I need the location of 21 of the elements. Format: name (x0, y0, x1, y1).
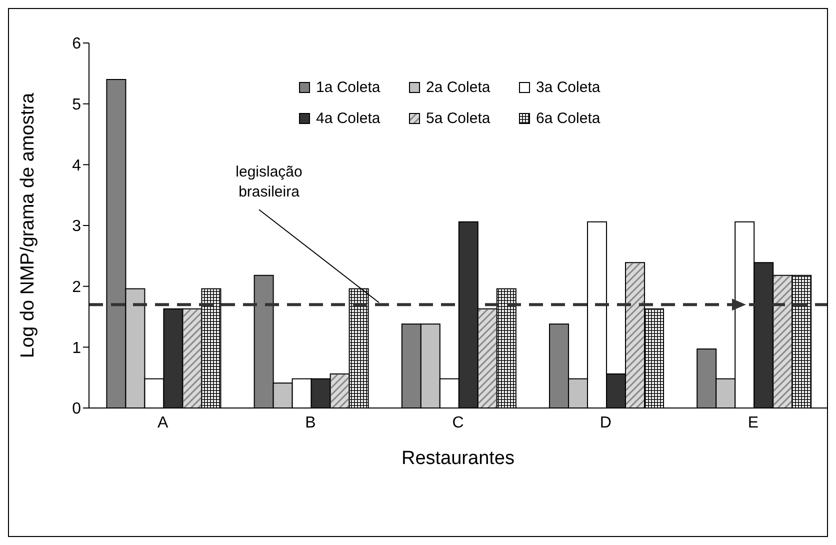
x-axis-title: Restaurantes (401, 448, 515, 469)
ref-line-label: legislação brasileira (236, 164, 302, 201)
legend-label: 6a Coleta (536, 110, 600, 127)
legend-label: 5a Coleta (426, 110, 490, 127)
y-tick-label: 6 (72, 36, 82, 53)
y-tick-label: 5 (72, 96, 82, 114)
legend-label: 3a Coleta (536, 79, 600, 96)
x-tick-label: E (748, 414, 759, 432)
x-tick-label: D (600, 414, 612, 432)
legend-label: 4a Coleta (316, 110, 380, 127)
x-tick-label: A (157, 414, 168, 432)
y-tick-label: 2 (72, 279, 82, 296)
y-tick-label: 0 (72, 400, 82, 418)
y-tick-label: 1 (72, 340, 82, 357)
legend-label: 2a Coleta (426, 79, 490, 96)
y-tick-label: 4 (72, 157, 82, 174)
x-tick-label: C (452, 414, 464, 432)
x-tick-label: B (305, 414, 316, 432)
y-axis-title: Log do NMP/grama de amostra (18, 92, 39, 358)
y-tick-label: 3 (72, 218, 82, 236)
legend-label: 1a Coleta (316, 79, 380, 96)
